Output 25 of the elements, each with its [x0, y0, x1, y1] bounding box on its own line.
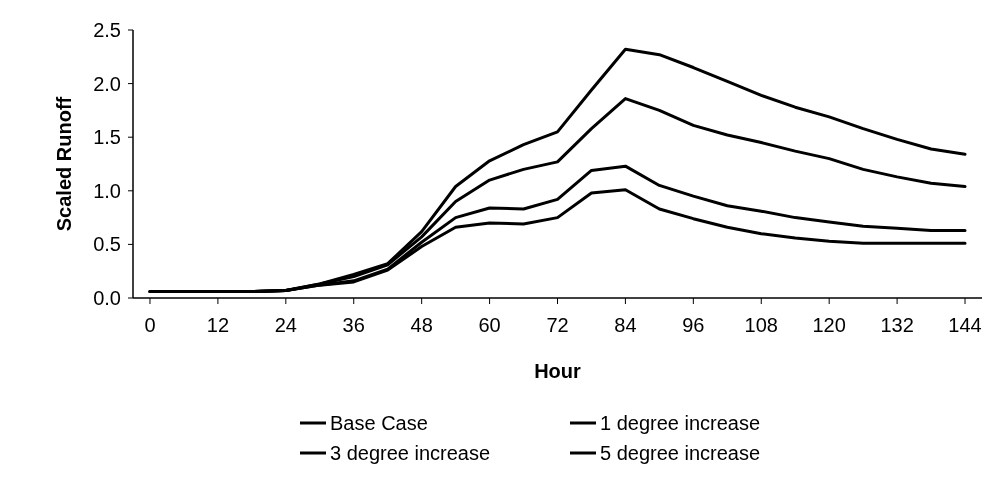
- y-tick-label: 0.5: [93, 233, 121, 256]
- x-axis-title: Hour: [534, 360, 582, 382]
- x-tick-label: 0: [144, 314, 156, 336]
- y-tick-label: 0.0: [93, 287, 121, 309]
- x-tick-label: 108: [744, 314, 778, 336]
- y-tick-label: 2.5: [93, 19, 121, 41]
- x-tick-label: 60: [478, 314, 501, 336]
- x-tick-label: 48: [410, 314, 433, 336]
- legend-label: 1 degree increase: [600, 412, 761, 434]
- y-tick-label: 1.0: [93, 179, 121, 202]
- y-tick-label: 2.0: [93, 72, 121, 95]
- x-tick-label: 132: [880, 314, 914, 336]
- x-tick-label: 144: [948, 314, 982, 336]
- x-tick-label: 84: [614, 314, 637, 336]
- x-tick-label: 36: [342, 314, 365, 336]
- y-axis-title: Scaled Runoff: [53, 96, 75, 232]
- x-tick-label: 72: [546, 314, 569, 336]
- x-tick-label: 120: [812, 314, 846, 336]
- legend-label: 3 degree increase: [330, 442, 491, 464]
- x-tick-label: 96: [682, 314, 705, 336]
- x-tick-label: 24: [274, 314, 297, 336]
- y-tick-label: 1.5: [93, 126, 121, 149]
- legend-label: Base Case: [330, 412, 428, 434]
- legend-label: 5 degree increase: [600, 442, 761, 464]
- x-tick-label: 12: [206, 314, 230, 336]
